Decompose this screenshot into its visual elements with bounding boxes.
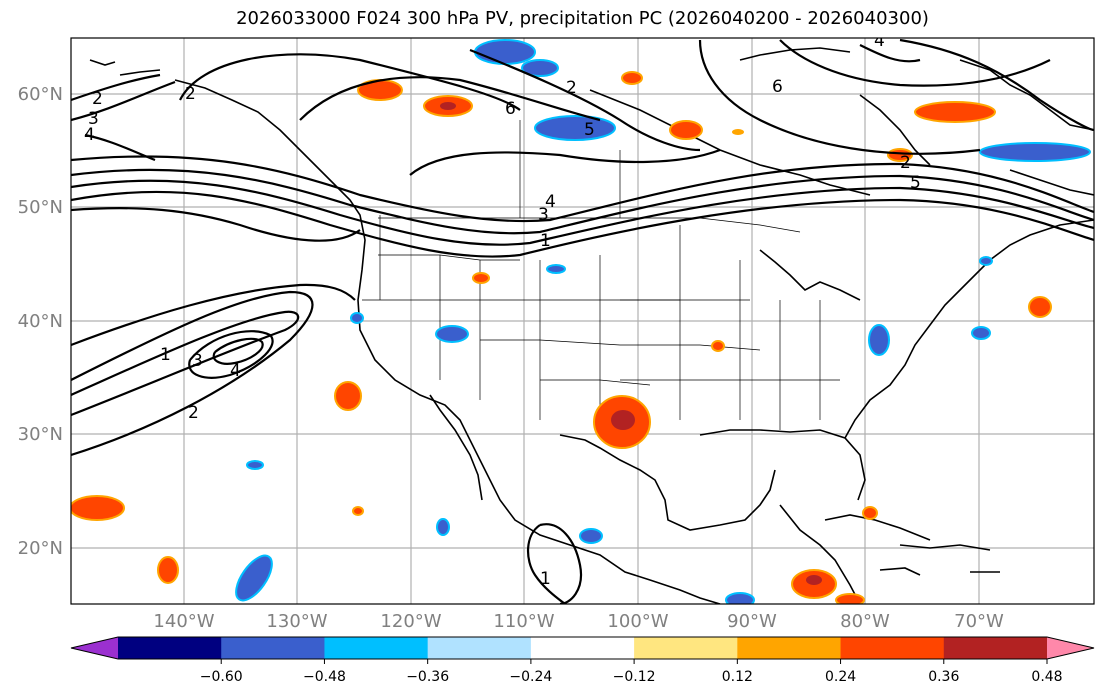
colorbar-extend-low [71, 637, 118, 659]
pv-contour-labels: 2 3 4 1 3 4 5 6 6 2 5 2 4 1 3 4 2 1 2 [84, 31, 921, 589]
contour-label-4: 4 [84, 125, 95, 145]
lat-label-60n: 60°N [18, 84, 63, 105]
colorbar-tick-label: −0.48 [303, 669, 346, 685]
colorbar-segment [118, 637, 222, 659]
precip-negative [235, 39, 1091, 604]
contour-label-3: 3 [192, 351, 203, 371]
lon-label-140w: 140°W [153, 611, 214, 632]
lat-label-40n: 40°N [18, 311, 63, 332]
colorbar-tick-label: −0.12 [613, 669, 656, 685]
precip-positive [71, 71, 1052, 604]
contour-label-1: 1 [540, 231, 551, 251]
contour-label-4: 4 [230, 361, 241, 381]
lon-label-130w: 130°W [266, 611, 327, 632]
colorbar-tick-label: 0.24 [825, 669, 856, 685]
colorbar: −0.60 −0.48 −0.36 −0.24 −0.12 0.12 0.24 0.36 0.4… [70, 636, 1095, 685]
colorbar-extend-high [1047, 637, 1094, 659]
colorbar-segment [943, 637, 1048, 659]
colorbar-segment [324, 637, 429, 659]
colorbar-outline [70, 636, 1095, 660]
longitude-labels: 140°W 130°W 120°W 110°W 100°W 90°W 80°W … [153, 611, 1004, 632]
colorbar-segment [530, 637, 635, 659]
lat-label-20n: 20°N [18, 538, 63, 559]
plot-frame [70, 37, 1095, 605]
contour-label-3: 3 [88, 109, 99, 129]
lat-label-30n: 30°N [18, 424, 63, 445]
coastlines [89, 47, 1094, 604]
contour-label-1: 1 [540, 569, 551, 589]
lon-label-100w: 100°W [607, 611, 668, 632]
lon-label-80w: 80°W [840, 611, 890, 632]
contour-label-6: 6 [505, 99, 516, 119]
colorbar-segment [427, 637, 532, 659]
contour-label-2: 2 [566, 78, 577, 98]
colorbar-tick-label: −0.36 [406, 669, 449, 685]
pv-contours [71, 38, 1094, 604]
colorbar-segment [221, 637, 325, 659]
colorbar-tick-label: 0.36 [928, 669, 959, 685]
contour-label-4: 4 [545, 192, 556, 212]
colorbar-segment [840, 637, 945, 659]
latitude-labels: 60°N 50°N 40°N 30°N 20°N [18, 84, 63, 559]
political-borders [362, 120, 840, 430]
contour-label-4: 4 [874, 31, 885, 51]
colorbar-tick-label: −0.24 [509, 669, 552, 685]
lat-label-50n: 50°N [18, 197, 63, 218]
contour-label-5: 5 [910, 173, 921, 193]
contour-label-2: 2 [188, 403, 199, 423]
lon-label-120w: 120°W [380, 611, 441, 632]
contour-label-5: 5 [584, 120, 595, 140]
contour-label-1: 1 [160, 345, 171, 365]
map-title: 2026033000 F024 300 hPa PV, precipitatio… [236, 8, 929, 29]
colorbar-tick-label: −0.60 [200, 669, 243, 685]
contour-label-6: 6 [772, 77, 783, 97]
lon-label-70w: 70°W [954, 611, 1004, 632]
contour-label-2: 2 [900, 153, 911, 173]
colorbar-segment [737, 637, 842, 659]
colorbar-segment [634, 637, 738, 659]
contour-label-2: 2 [92, 89, 103, 109]
contour-label-2: 2 [185, 84, 196, 104]
colorbar-tick-label: 0.12 [722, 669, 753, 685]
contour-label-3: 3 [538, 205, 549, 225]
colorbar-tick-label: 0.48 [1031, 669, 1062, 685]
lon-label-90w: 90°W [727, 611, 777, 632]
lon-label-110w: 110°W [493, 611, 554, 632]
